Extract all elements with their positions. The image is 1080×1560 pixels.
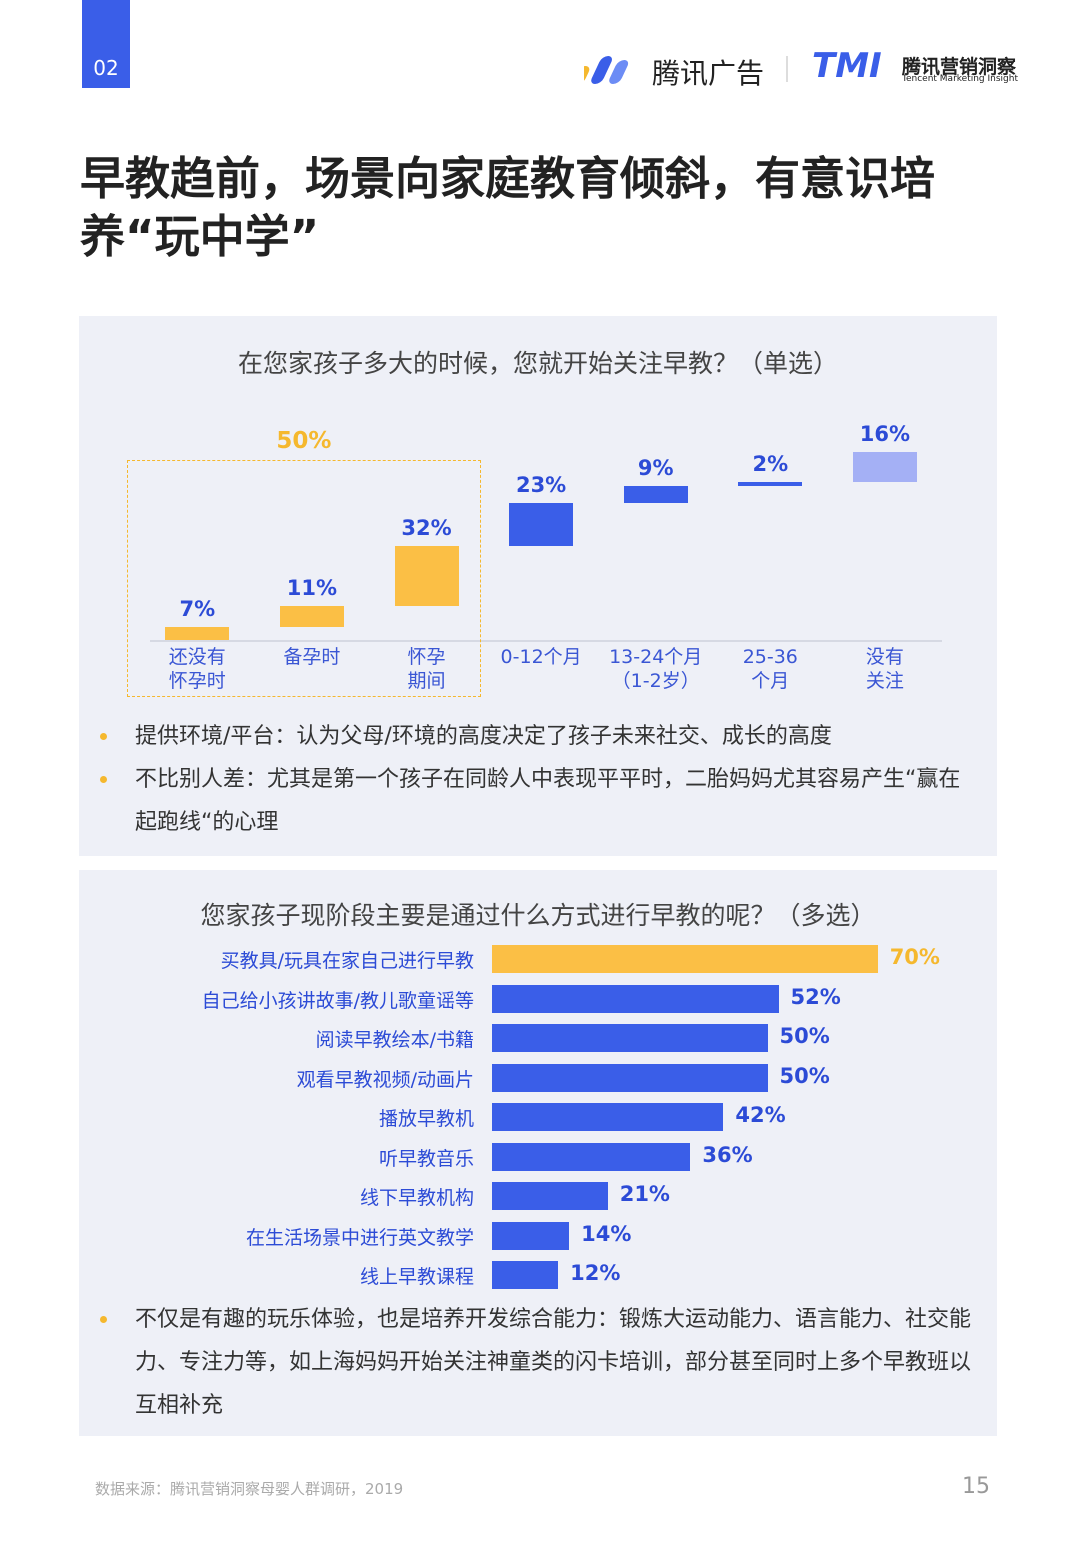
category-label: 在生活场景中进行英文教学 <box>245 1226 474 1249</box>
value-label: 23% <box>515 472 567 497</box>
value-label: 70% <box>889 945 940 969</box>
category-label: 0-12个月 <box>500 646 582 668</box>
bar <box>279 606 344 627</box>
value-label: 32% <box>401 516 452 540</box>
title-line: 养“玩中学” <box>80 210 320 263</box>
category-label: 阅读早教绘本/书籍 <box>315 1029 474 1051</box>
value-label: 42% <box>735 1103 786 1127</box>
chart-title: 您家孩子现阶段主要是通过什么方式进行早教的呢？（多选） <box>200 901 876 930</box>
title: 早教趋前，场景向家庭教育倾斜，有意识培 养“玩中学” <box>80 150 935 266</box>
value-label: 52% <box>790 984 841 1009</box>
bar <box>492 984 779 1013</box>
category-label: 备孕时 <box>283 646 341 668</box>
value-label: 11% <box>286 576 338 601</box>
category-label: 怀孕 期间 <box>407 646 446 692</box>
bar <box>165 626 230 640</box>
bullet-text: 不仅是有趣的玩乐体验，也是培养开发综合能力：锻炼大运动能力、语言能力、社交能力、… <box>135 1307 972 1418</box>
group-label: 50% <box>276 428 332 454</box>
bar <box>394 546 459 607</box>
page-number: 15 <box>962 1474 990 1499</box>
value-label: 50% <box>779 1063 830 1088</box>
bullet-dot <box>100 733 107 740</box>
value-label: 14% <box>581 1221 632 1246</box>
bar <box>492 1221 570 1250</box>
title-line: 早教趋前，场景向家庭教育倾斜，有意识培 <box>80 152 936 205</box>
category-label: 13-24个月 （1-2岁） <box>609 646 703 692</box>
value-label: 16% <box>859 422 911 446</box>
value-label: 36% <box>702 1142 753 1167</box>
category-label: 听早教音乐 <box>378 1147 474 1170</box>
brand2-mark: TMI <box>812 46 882 86</box>
bar <box>492 1024 768 1052</box>
bullet-text: 提供环境/平台：认为父母/环境的高度决定了孩子未来社交、成长的高度 <box>135 724 832 749</box>
bar <box>492 1261 559 1289</box>
category-label: 自己给小孩讲故事/教儿歌童谣等 <box>201 989 474 1012</box>
bar <box>492 1103 724 1131</box>
value-label: 21% <box>619 1182 670 1206</box>
bar <box>492 1182 608 1210</box>
brand1: 腾讯广告 <box>652 57 765 90</box>
value-label: 50% <box>779 1024 830 1048</box>
category-label: 还没有 怀孕时 <box>168 646 226 692</box>
value-label: 12% <box>570 1261 621 1285</box>
group-box <box>127 460 481 697</box>
category-label: 买教具/玩具在家自己进行早教 <box>220 950 474 972</box>
category-label: 观看早教视频/动画片 <box>296 1068 474 1091</box>
panel: 在您家孩子多大的时候，您就开始关注早教？（单选） 7% 还没有 怀孕时 11% 备孕时… <box>79 316 997 856</box>
page-tag-bg <box>82 0 130 88</box>
page-tag: 02 <box>93 56 119 80</box>
category-label: 线下早教机构 <box>359 1187 474 1209</box>
value-label: 9% <box>637 455 674 480</box>
brand1-logo <box>584 56 629 84</box>
value-label: 7% <box>179 596 216 621</box>
bullet-text: 不比别人差：尤其是第一个孩子在同龄人中表现平平时，二胎妈妈尤其容易产生“赢在起跑… <box>135 767 961 835</box>
divider <box>786 56 788 82</box>
category-label: 线上早教课程 <box>359 1266 474 1288</box>
category-label: 播放早教机 <box>378 1108 474 1130</box>
baseline <box>150 640 942 642</box>
bar <box>492 1063 768 1092</box>
brand2: 腾讯营销洞察 <box>902 56 1017 78</box>
brand2-sub: Tencent Marketing Insight <box>902 74 1018 84</box>
bullet-dot <box>100 776 107 783</box>
bar <box>738 482 803 486</box>
bar <box>852 452 917 483</box>
bar <box>492 1142 691 1171</box>
source: 数据来源：腾讯营销洞察母婴人群调研，2019 <box>95 1480 404 1498</box>
category-label: 没有 关注 <box>865 646 904 692</box>
category-label: 25-36 个月 <box>742 646 798 692</box>
bar <box>623 485 688 503</box>
bar <box>509 502 574 546</box>
value-label: 2% <box>752 452 789 477</box>
panel: 您家孩子现阶段主要是通过什么方式进行早教的呢？（多选） 买教具/玩具在家自己进行… <box>79 870 997 1436</box>
chart-title: 在您家孩子多大的时候，您就开始关注早教？（单选） <box>237 349 838 378</box>
bar <box>492 945 878 973</box>
bullet-dot <box>100 1316 107 1323</box>
